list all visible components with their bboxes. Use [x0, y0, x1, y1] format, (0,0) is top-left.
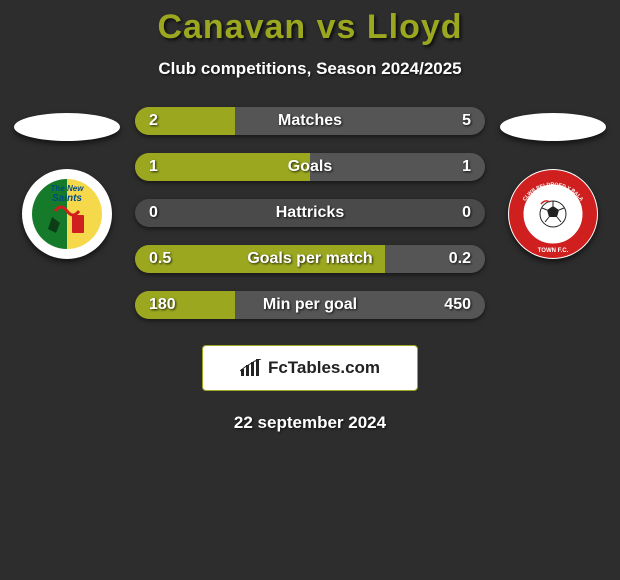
left-player-silhouette — [14, 113, 120, 141]
stat-label: Goals — [135, 158, 485, 176]
root: Canavan vs Lloyd Club competitions, Seas… — [0, 0, 620, 433]
stat-value-right: 0 — [462, 204, 471, 222]
stat-bar: 2Matches5 — [135, 107, 485, 135]
left-column: The New Saints — [11, 107, 123, 259]
right-player-silhouette — [500, 113, 606, 141]
svg-text:The New: The New — [51, 184, 85, 193]
left-team-crest: The New Saints — [22, 169, 112, 259]
stat-label: Hattricks — [135, 204, 485, 222]
bar-chart-icon — [240, 359, 262, 377]
subtitle: Club competitions, Season 2024/2025 — [0, 59, 620, 79]
stat-bar: 0Hattricks0 — [135, 199, 485, 227]
main-row: The New Saints 2Matches5 1Goals1 0Hattrick… — [0, 107, 620, 319]
stat-label: Min per goal — [135, 296, 485, 314]
svg-text:Saints: Saints — [52, 193, 82, 204]
stat-bar: 1Goals1 — [135, 153, 485, 181]
bala-crest-icon: CLWB PELDROED Y BALA TOWN F.C. — [508, 169, 598, 259]
stat-bar: 0.5Goals per match0.2 — [135, 245, 485, 273]
stat-bar: 180Min per goal450 — [135, 291, 485, 319]
stat-label: Goals per match — [135, 250, 485, 268]
brand-text: FcTables.com — [268, 358, 380, 378]
right-team-crest: CLWB PELDROED Y BALA TOWN F.C. — [508, 169, 598, 259]
saints-crest-icon: The New Saints — [22, 169, 112, 259]
stat-label: Matches — [135, 112, 485, 130]
stat-value-right: 5 — [462, 112, 471, 130]
brand-badge[interactable]: FcTables.com — [202, 345, 418, 391]
stats-column: 2Matches5 1Goals1 0Hattricks0 0.5Goals per … — [135, 107, 485, 319]
stat-value-right: 0.2 — [449, 250, 471, 268]
right-column: CLWB PELDROED Y BALA TOWN F.C. — [497, 107, 609, 259]
stat-value-right: 450 — [444, 296, 471, 314]
date-line: 22 september 2024 — [0, 413, 620, 433]
svg-text:TOWN F.C.: TOWN F.C. — [538, 248, 569, 254]
stat-value-right: 1 — [462, 158, 471, 176]
page-title: Canavan vs Lloyd — [0, 8, 620, 47]
